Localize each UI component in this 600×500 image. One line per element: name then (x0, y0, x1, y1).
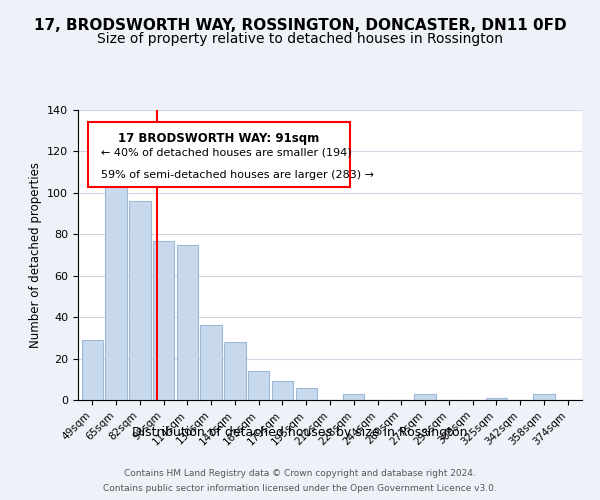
FancyBboxPatch shape (88, 122, 350, 187)
Bar (343, 394, 364, 400)
Y-axis label: Number of detached properties: Number of detached properties (29, 162, 41, 348)
Text: 17, BRODSWORTH WAY, ROSSINGTON, DONCASTER, DN11 0FD: 17, BRODSWORTH WAY, ROSSINGTON, DONCASTE… (34, 18, 566, 32)
Bar (533, 394, 554, 400)
Bar (272, 382, 293, 400)
Bar (224, 342, 245, 400)
Text: Contains public sector information licensed under the Open Government Licence v3: Contains public sector information licen… (103, 484, 497, 493)
Text: 59% of semi-detached houses are larger (283) →: 59% of semi-detached houses are larger (… (101, 170, 374, 180)
Text: Distribution of detached houses by size in Rossington: Distribution of detached houses by size … (132, 426, 468, 439)
Bar (486, 398, 507, 400)
Text: ← 40% of detached houses are smaller (194): ← 40% of detached houses are smaller (19… (101, 148, 352, 158)
Text: 17 BRODSWORTH WAY: 91sqm: 17 BRODSWORTH WAY: 91sqm (118, 132, 320, 145)
Bar (106, 180, 127, 400)
Bar (296, 388, 317, 400)
Bar (82, 340, 103, 400)
Bar (415, 394, 436, 400)
Bar (153, 240, 174, 400)
Text: Contains HM Land Registry data © Crown copyright and database right 2024.: Contains HM Land Registry data © Crown c… (124, 469, 476, 478)
Text: Size of property relative to detached houses in Rossington: Size of property relative to detached ho… (97, 32, 503, 46)
Bar (176, 244, 198, 400)
Bar (129, 201, 151, 400)
Bar (248, 371, 269, 400)
Bar (200, 326, 222, 400)
